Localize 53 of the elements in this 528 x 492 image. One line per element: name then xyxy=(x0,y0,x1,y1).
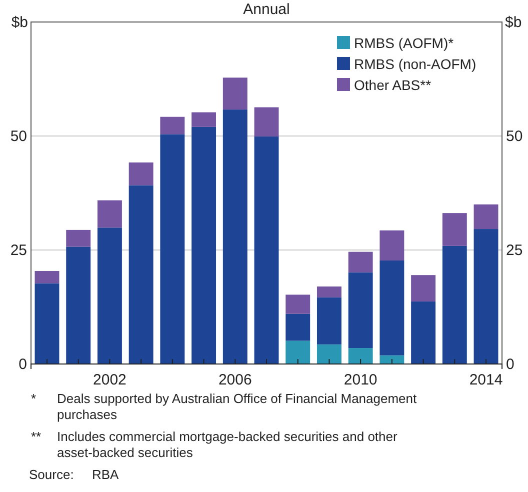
y-tick-label: 50 xyxy=(10,128,27,145)
legend-label: RMBS (AOFM)* xyxy=(354,35,454,51)
bar xyxy=(411,275,436,302)
text: ** Includes commercial mortgage-backed securities and other asset-backed securities xyxy=(31,429,398,460)
bar xyxy=(160,134,185,364)
bar xyxy=(34,283,60,364)
bar xyxy=(66,230,91,247)
bar xyxy=(316,344,342,364)
y2-axis-title: $b xyxy=(505,14,522,31)
bar xyxy=(348,252,373,272)
bar xyxy=(442,213,467,246)
y2-tick-label: 0 xyxy=(506,356,514,373)
bar xyxy=(380,260,404,356)
bar xyxy=(192,126,216,364)
bar xyxy=(474,229,498,364)
bar xyxy=(222,110,248,364)
bar xyxy=(411,302,436,364)
chart-title: Annual xyxy=(243,1,290,18)
bar xyxy=(348,272,373,348)
y-tick-label: 0 xyxy=(18,356,27,373)
bar xyxy=(222,78,248,110)
legend-label: Other ABS** xyxy=(354,77,432,93)
y-axis-title: $b xyxy=(11,14,28,31)
bar xyxy=(316,297,342,344)
bar xyxy=(286,314,310,341)
bar xyxy=(316,286,342,298)
bar xyxy=(380,230,404,260)
bar xyxy=(97,200,122,228)
bar xyxy=(442,246,467,364)
bar xyxy=(128,162,154,186)
bar xyxy=(97,228,122,364)
bar xyxy=(380,355,404,364)
bar xyxy=(160,116,185,134)
x-tick-label: 2014 xyxy=(469,372,503,389)
bar xyxy=(286,340,310,364)
y2-tick-label: 50 xyxy=(506,128,523,145)
text: Source: RBA xyxy=(29,467,119,482)
bar xyxy=(348,348,373,364)
text: * Deals supported by Australian Office of Financial Management purchases xyxy=(31,391,417,422)
bar xyxy=(34,270,60,284)
bar xyxy=(474,204,498,230)
bar xyxy=(66,246,91,364)
y2-tick-label: 25 xyxy=(506,242,523,259)
bar xyxy=(254,107,279,136)
bar xyxy=(254,136,279,364)
legend-label: RMBS (non-AOFM) xyxy=(354,56,476,72)
x-tick-label: 2010 xyxy=(344,372,378,389)
bar xyxy=(192,112,216,127)
bar xyxy=(286,294,310,314)
x-tick-label: 2006 xyxy=(218,372,252,389)
y-tick-label: 25 xyxy=(10,242,27,259)
bar xyxy=(128,185,154,364)
x-tick-label: 2002 xyxy=(93,372,126,389)
